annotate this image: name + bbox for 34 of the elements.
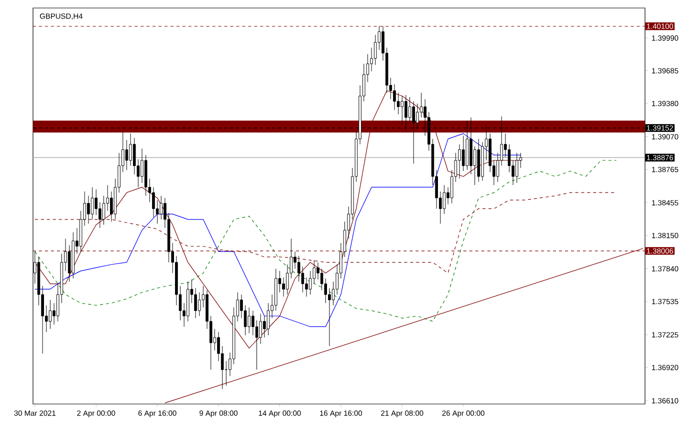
candlestick bbox=[294, 251, 296, 270]
candlestick bbox=[393, 84, 396, 110]
candlestick bbox=[94, 189, 98, 216]
candlestick bbox=[297, 256, 300, 282]
candlestick bbox=[194, 288, 197, 318]
candlestick bbox=[110, 191, 113, 222]
candlestick bbox=[400, 96, 404, 126]
candlestick bbox=[125, 140, 128, 170]
candlestick bbox=[259, 314, 262, 344]
candlestick bbox=[140, 148, 144, 184]
candlestick bbox=[68, 244, 71, 282]
candlestick bbox=[308, 270, 312, 295]
candlestick bbox=[90, 186, 94, 220]
candlestick bbox=[515, 152, 518, 184]
candlestick bbox=[458, 144, 461, 179]
candlestick bbox=[129, 133, 132, 166]
candlestick bbox=[374, 34, 377, 66]
candlestick bbox=[462, 135, 465, 172]
candlestick bbox=[252, 310, 254, 336]
candlestick bbox=[152, 186, 155, 218]
candlestick bbox=[48, 300, 52, 330]
candlestick bbox=[102, 196, 106, 226]
candlestick bbox=[396, 92, 400, 114]
candlestick bbox=[87, 196, 90, 224]
candlestick bbox=[316, 262, 320, 280]
candlestick bbox=[248, 307, 251, 334]
candlestick bbox=[198, 292, 201, 316]
candlestick bbox=[132, 138, 136, 175]
candlestick bbox=[160, 196, 163, 220]
candlestick bbox=[301, 266, 304, 293]
candlestick bbox=[328, 288, 331, 346]
candlestick bbox=[408, 96, 412, 124]
candlestick bbox=[442, 184, 446, 214]
candlestick bbox=[98, 202, 102, 228]
